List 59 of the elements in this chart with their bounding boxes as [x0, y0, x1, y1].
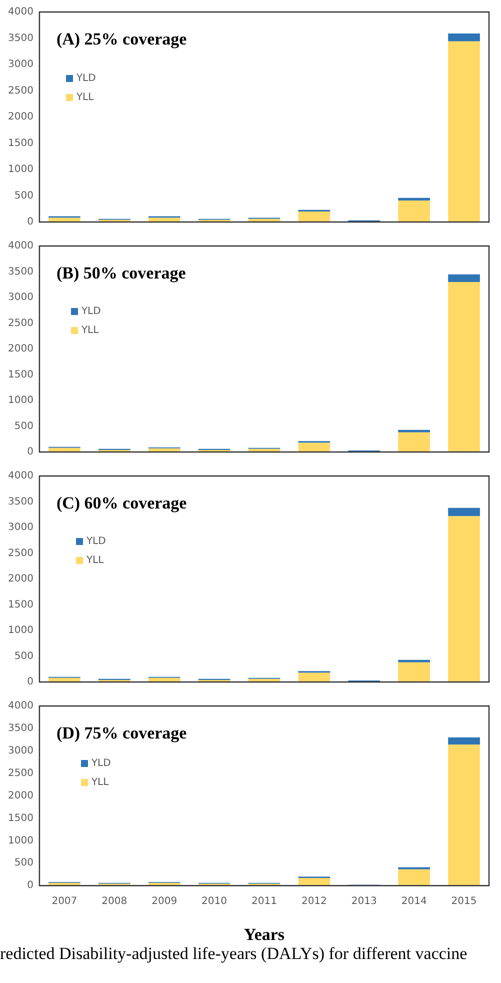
x-tick-label: 2012 [301, 896, 327, 908]
x-tick-label: 2014 [401, 896, 427, 908]
x-tick-label: 2010 [202, 896, 227, 908]
y-tick-label: 0 [27, 446, 34, 458]
y-tick-label: 3000 [8, 745, 34, 756]
y-tick-label: 0 [27, 676, 34, 688]
y-tick-label: 4000 [8, 240, 34, 252]
text: (C) 60% coverage [56, 493, 188, 512]
y-tick-label: 500 [14, 190, 34, 202]
y-tick-label: 1000 [8, 625, 34, 636]
y-tick-label: 500 [14, 420, 34, 432]
y-tick-label: 2000 [8, 112, 34, 123]
y-tick-label: 2000 [8, 574, 34, 585]
y-tick-label: 1500 [8, 599, 34, 610]
y-tick-label: 500 [14, 650, 34, 662]
legend-label: YLL [76, 92, 94, 103]
legend-label: YLD [91, 758, 111, 770]
y-tick-label: 1000 [8, 395, 34, 406]
text: (B) 50% coverage [56, 263, 186, 282]
y-tick-label: 2000 [8, 344, 34, 355]
y-tick-label: 2500 [8, 85, 34, 96]
y-tick-label: 4000 [8, 700, 34, 712]
y-tick-label: 1500 [8, 812, 34, 824]
text: (D) 75% coverage [56, 723, 188, 742]
y-tick-label: 3000 [8, 59, 34, 70]
y-tick-label: 2500 [8, 548, 34, 559]
y-tick-label: 0 [27, 880, 34, 892]
x-axis-title: Years [244, 925, 285, 944]
legend-label: YLL [86, 554, 104, 566]
x-tick-label: 2015 [451, 896, 477, 908]
y-tick-label: 1000 [8, 164, 34, 176]
x-tick-label: 2013 [351, 896, 377, 908]
y-tick-label: 1500 [8, 369, 34, 380]
y-tick-label: 3500 [8, 32, 34, 44]
y-tick-label: 1500 [8, 138, 34, 149]
y-tick-label: 2500 [8, 768, 34, 779]
x-tick-label: 2008 [102, 896, 128, 908]
legend-label: YLD [86, 536, 106, 547]
y-tick-label: 4000 [8, 6, 34, 18]
y-tick-label: 3500 [8, 266, 34, 278]
y-tick-label: 3500 [8, 723, 34, 734]
x-tick-label: 2007 [52, 896, 78, 908]
y-tick-label: 2500 [8, 318, 34, 329]
y-tick-label: 3000 [8, 292, 34, 304]
y-tick-label: 0 [27, 216, 34, 228]
x-tick-label: 2011 [252, 896, 277, 908]
text: (A) 25% coverage [56, 29, 188, 48]
y-tick-label: 3500 [8, 496, 34, 508]
legend-label: YLD [81, 306, 101, 317]
y-tick-label: 2000 [8, 790, 34, 802]
y-tick-label: 4000 [8, 470, 34, 482]
y-tick-label: 1000 [8, 835, 34, 846]
x-tick-label: 2009 [152, 896, 178, 908]
y-tick-label: 3000 [8, 522, 34, 534]
text: redicted Disability-adjusted life-years (DALYs) for different vaccine [0, 944, 468, 964]
legend-label: YLD [76, 72, 96, 84]
y-tick-label: 500 [14, 858, 34, 869]
legend-label: YLL [91, 777, 109, 788]
legend-label: YLL [81, 324, 99, 336]
